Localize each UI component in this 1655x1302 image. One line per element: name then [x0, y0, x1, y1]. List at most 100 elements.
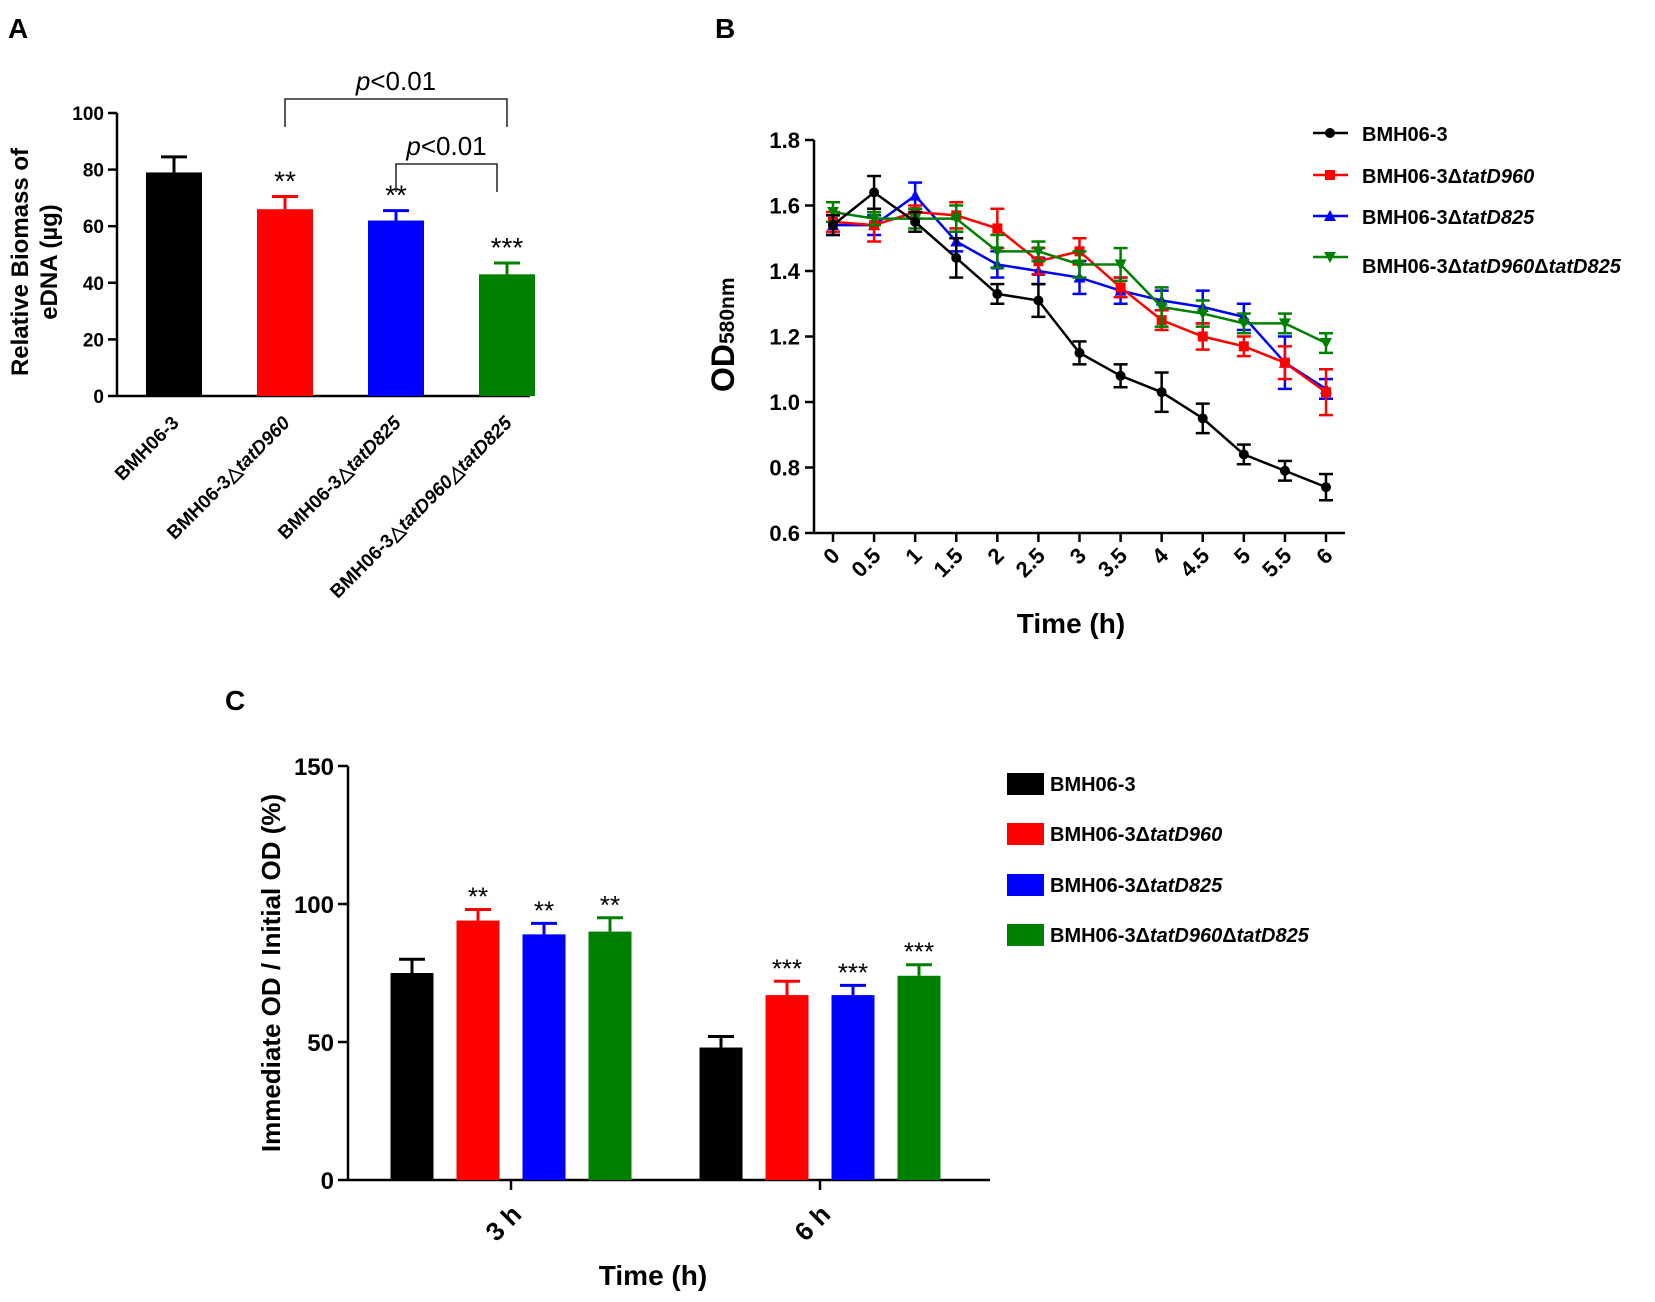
panel-b-legend-label-text: BMH06-3 [1362, 124, 1448, 146]
panel-b-point [1073, 259, 1086, 271]
panel-b-point [1320, 338, 1332, 350]
panel-c-xtick-label-text: 3 h [479, 1199, 527, 1247]
panel-b-point [1321, 482, 1331, 493]
panel-b-point [1196, 308, 1209, 320]
panel-label-a: A [8, 13, 28, 44]
panel-a-ytick-label: 40 [83, 274, 104, 295]
panel-c-bar [456, 920, 500, 1180]
panel-b-legend-marker [1324, 210, 1336, 221]
panel-label-c: C [225, 685, 245, 716]
panel-b-xtick-label-text: 5 [1229, 543, 1255, 569]
panel-c-ytick-label: 100 [294, 892, 334, 919]
panel-b-point [1279, 465, 1290, 476]
panel-c-chart: Time (h) Immediate OD / Initial OD (%) 0… [256, 754, 1310, 1291]
panel-c-bar [522, 934, 566, 1180]
panel-b-xtick-label-text: 2 [983, 543, 1009, 569]
panel-c-significance: *** [772, 953, 802, 983]
panel-a-bracket-p: p [355, 66, 370, 96]
panel-b-point [1237, 318, 1250, 330]
panel-c-significance: ** [600, 890, 620, 920]
panel-a-bar [146, 172, 202, 396]
panel-a-bar [479, 274, 535, 396]
panel-b-legend-label-italic: tatD960 [1462, 256, 1534, 278]
panel-a-xtick-label: BMH06-3△tatD960 [163, 412, 295, 544]
panel-c-bar [699, 1047, 743, 1180]
panel-b-legend-marker [1324, 252, 1336, 263]
panel-c-legend-label: BMH06-3ΔtatD960 [1050, 824, 1222, 846]
panel-a-ytick-label: 80 [83, 161, 104, 182]
panel-c-significance: *** [838, 957, 868, 987]
panel-b-ylabel: OD580nm [705, 277, 741, 392]
panel-b-legend-label-text: BMH06-3Δ [1362, 207, 1462, 229]
panel-b-xtick-label: 1.5 [928, 543, 967, 582]
panel-a-significance: *** [491, 232, 524, 263]
panel-c-legend-label: BMH06-3 [1050, 774, 1136, 796]
panel-a-chart: Relative Biomass of eDNA (µg) 0 20 40 60 80 1… [7, 66, 535, 603]
panel-a-ytick-label: 0 [93, 387, 104, 408]
panel-b-point [1279, 357, 1290, 368]
panel-b-xtick-label: 0.5 [846, 543, 885, 582]
panel-b-ylabel-sub: 580nm [716, 277, 739, 344]
panel-b-point [868, 213, 881, 225]
panel-b-xtick-label: 4 [1147, 542, 1174, 569]
panel-c-significance: ** [534, 895, 554, 925]
panel-b-ytick-label: 1.4 [769, 259, 800, 284]
panel-b-point [869, 187, 880, 198]
panel-b-legend-marker [1325, 128, 1335, 138]
panel-c-legend-label-text: BMH06-3Δ [1050, 824, 1150, 846]
panel-b-ytick-label: 1.0 [769, 390, 800, 415]
panel-b-point [1321, 387, 1331, 398]
panel-b-legend-label-text2: Δ [1534, 256, 1548, 278]
panel-b-xtick-label-text: 3 [1065, 543, 1091, 569]
panel-b-point [828, 220, 838, 231]
panel-a-bracket-value: <0.01 [421, 131, 487, 161]
panel-a-ytick-label: 60 [83, 217, 104, 238]
panel-a-bracket-p: p [405, 131, 420, 161]
panel-a-xtick-label: BMH06-3 [111, 413, 183, 485]
panel-c-legend-swatch [1007, 874, 1044, 896]
panel-b-xtick-label: 0 [818, 543, 844, 569]
panel-a-xtick-label-text: BMH06-3△ [326, 519, 410, 603]
panel-b-ytick-label: 1.6 [769, 194, 800, 219]
panel-c-xtick-label-text: 6 h [788, 1199, 836, 1247]
panel-b-legend-label-text: BMH06-3Δ [1362, 256, 1462, 278]
panel-b-point [1074, 347, 1085, 358]
panel-b-xtick-label: 4.5 [1175, 543, 1214, 582]
panel-c-legend-label-italic: tatD825 [1150, 875, 1223, 897]
panel-c-xlabel: Time (h) [599, 1260, 707, 1291]
panel-b-xtick-label-text: 2.5 [1011, 543, 1050, 582]
panel-b-xtick-label: 1 [900, 543, 926, 569]
panel-a-xtick-label-italic: tatD825 [342, 412, 406, 476]
panel-a-bracket-label: p<0.01 [405, 131, 486, 161]
panel-c-significance: *** [904, 937, 934, 967]
panel-a-xtick-label-text: BMH06-3△ [163, 460, 247, 544]
panel-b-xlabel: Time (h) [1017, 608, 1125, 639]
panel-a-ytick-label: 100 [72, 104, 104, 125]
panel-c-bar [390, 973, 434, 1180]
panel-c-legend-swatch [1007, 773, 1044, 795]
panel-b-point [1197, 413, 1208, 424]
panel-c-ytick-label: 0 [321, 1168, 334, 1195]
panel-b-xtick-label-text: 0 [818, 543, 844, 569]
panel-a-bracket-value: <0.01 [370, 66, 436, 96]
panel-b-point [1114, 259, 1127, 271]
panel-c-legend-swatch [1007, 823, 1044, 845]
panel-b-legend-label-italic: tatD960 [1462, 166, 1534, 188]
panel-a-bar [257, 209, 313, 396]
panel-a-xtick-label: BMH06-3△tatD825 [274, 412, 406, 544]
panel-b-point [910, 216, 921, 227]
panel-a-xtick-label-text: BMH06-3 [111, 413, 183, 485]
panel-b-point [992, 223, 1003, 234]
panel-c-legend-label: BMH06-3ΔtatD825 [1050, 875, 1223, 897]
panel-b-point [1238, 341, 1249, 352]
panel-a-xtick-label-italic: tatD960 [231, 412, 295, 476]
panel-a-xtick-label-italic: tatD960△tatD825 [394, 412, 517, 535]
panel-b-xtick-label-text: 4 [1147, 542, 1174, 569]
panel-a-ylabel-line1: Relative Biomass of [7, 147, 34, 376]
panel-b-xtick-label: 3 [1065, 543, 1091, 569]
panel-b-point [1156, 387, 1167, 398]
panel-b-ytick-label: 1.8 [769, 128, 800, 153]
panel-a-bracket [395, 163, 498, 192]
panel-b-point [909, 189, 922, 201]
